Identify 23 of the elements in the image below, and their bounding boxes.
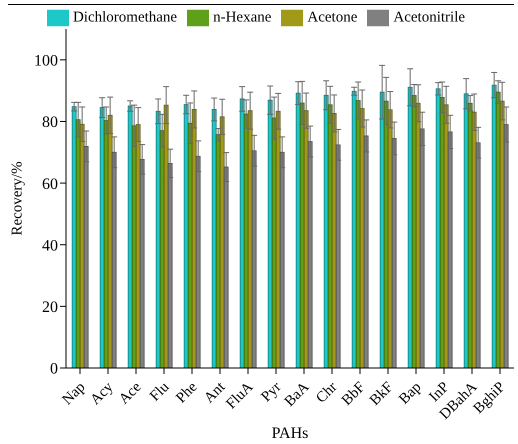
x-axis-title: PAHs <box>272 425 308 442</box>
x-tick-label: Bap <box>396 379 424 408</box>
x-tick-label: Flu <box>147 378 173 405</box>
x-tick-label: Acy <box>87 378 117 408</box>
y-tick-label: 100 <box>34 52 58 70</box>
x-tick-label: BkF <box>366 379 396 409</box>
y-tick-label: 0 <box>50 360 58 378</box>
legend-label: Acetonitrile <box>393 9 466 26</box>
legend-label: Dichloromethane <box>72 9 178 26</box>
x-tick-label: BbF <box>338 379 368 409</box>
legend-label: Acetone <box>307 9 358 26</box>
y-axis-title: Recovery/% <box>9 161 26 236</box>
x-tick-label: Nap <box>59 379 88 408</box>
x-tick-label: Chr <box>313 379 340 406</box>
y-tick-label: 60 <box>42 176 58 193</box>
y-tick-label: 40 <box>42 237 58 254</box>
x-tick-label: Phe <box>173 378 201 406</box>
y-tick-label: 20 <box>42 299 58 316</box>
x-tick-label: Pyr <box>258 379 284 406</box>
legend-label: n-Hexane <box>213 9 272 26</box>
x-tick-label: Ace <box>116 378 145 408</box>
x-tick-label: BaA <box>282 379 313 410</box>
y-tick-label: 80 <box>42 114 58 132</box>
